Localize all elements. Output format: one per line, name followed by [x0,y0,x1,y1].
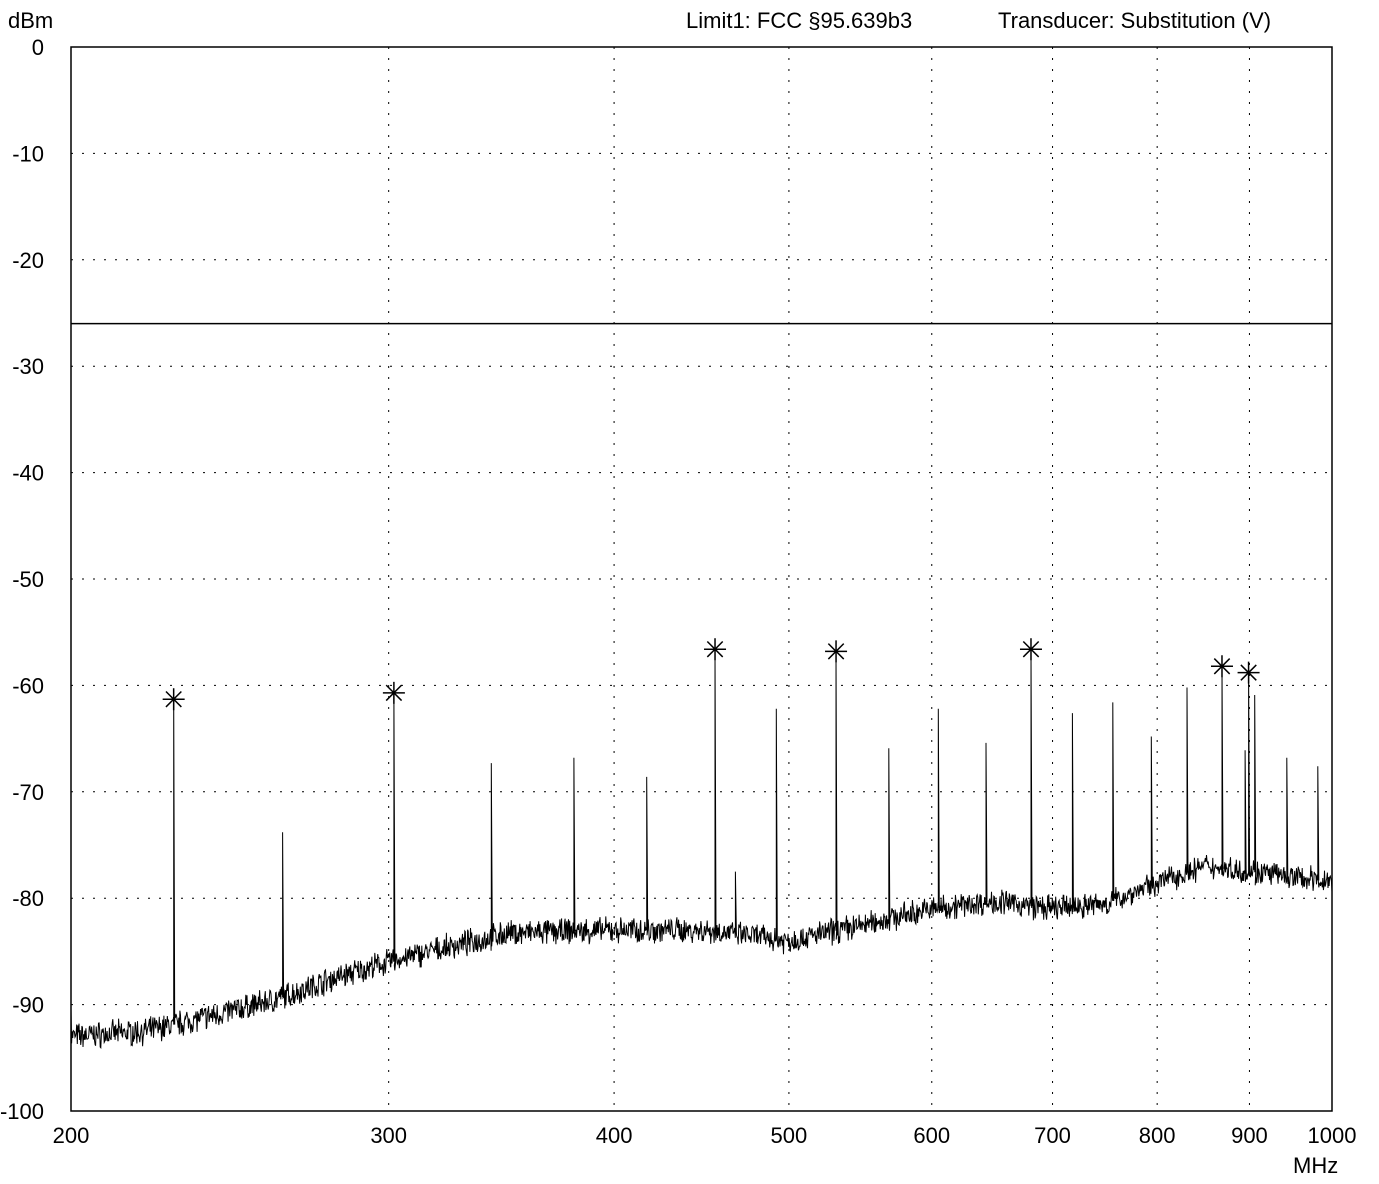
y-tick-label: -10 [12,141,44,166]
x-tick-label: 300 [370,1123,407,1148]
peak-marker [704,638,727,661]
y-tick-label: -20 [12,248,44,273]
peak-marker [1210,655,1233,678]
y-tick-label: -90 [12,993,44,1018]
x-tick-label: 800 [1139,1123,1176,1148]
x-axis-unit: MHz [1293,1153,1339,1178]
y-tick-label: -30 [12,354,44,379]
tick-labels: 0 -10 -20 -30 -40 -50 -60 -70 -80 -90 -100 200 300 40… [0,35,1356,1148]
y-tick-label: -40 [12,461,44,486]
peak-marker [162,688,185,711]
peak-marker [1237,661,1260,684]
y-tick-label: -50 [12,567,44,592]
peak-marker [1019,638,1042,661]
y-tick-label: -100 [0,1099,44,1124]
x-tick-label: 200 [53,1123,90,1148]
transducer-label: Transducer: Substitution (V) [998,8,1272,33]
y-tick-label: -80 [12,886,44,911]
x-tick-label: 700 [1034,1123,1071,1148]
y-axis-unit: dBm [8,8,54,33]
y-tick-label: -60 [12,673,44,698]
peak-marker [825,640,848,663]
y-tick-label: -70 [12,780,44,805]
grid-lines [71,47,1332,1111]
y-tick-label: 0 [32,35,44,60]
x-tick-label: 400 [596,1123,633,1148]
plot-frame [70,46,1333,1112]
peak-markers [162,638,1260,711]
peak-marker [382,681,405,704]
limit-label: Limit1: FCC §95.639b3 [686,8,913,33]
x-tick-label: 1000 [1308,1123,1357,1148]
trace-line [70,649,1333,1049]
x-tick-label: 900 [1231,1123,1268,1148]
x-tick-label: 500 [771,1123,808,1148]
x-tick-label: 600 [913,1123,950,1148]
